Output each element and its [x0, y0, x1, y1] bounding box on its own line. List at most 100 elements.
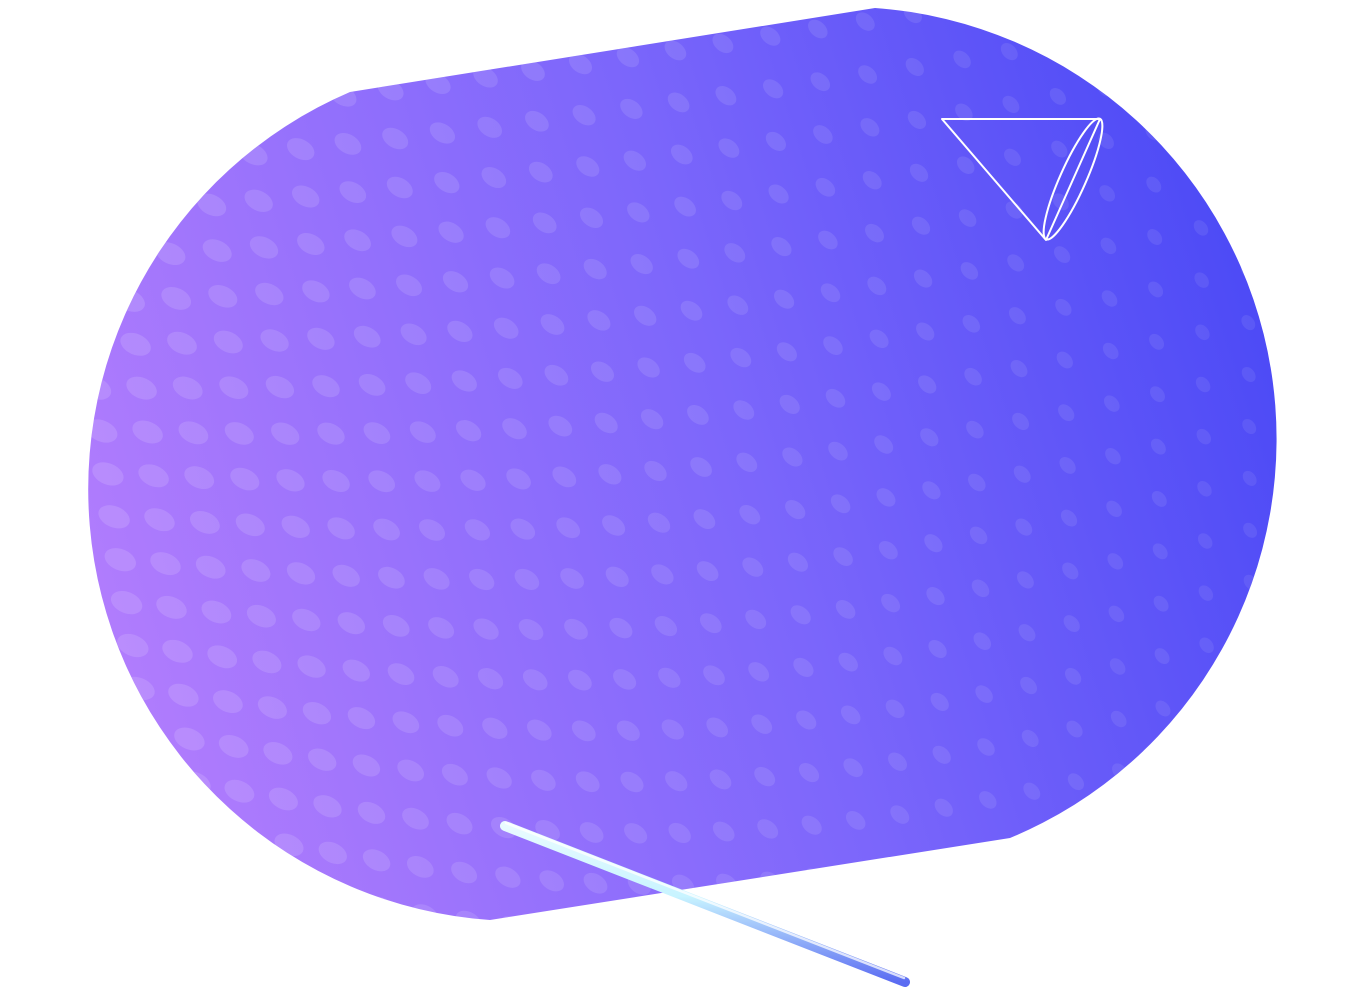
- texture-dot: [745, 609, 767, 630]
- texture-dot: [1245, 834, 1260, 850]
- texture-dot: [1107, 553, 1124, 570]
- texture-dot: [373, 518, 400, 541]
- texture-dot: [785, 500, 806, 520]
- texture-dot: [486, 767, 512, 789]
- texture-dot: [825, 388, 846, 408]
- texture-dot: [1020, 676, 1038, 695]
- texture-dot: [1070, 878, 1087, 896]
- texture-dot: [1194, 272, 1209, 288]
- texture-dot: [271, 8, 300, 18]
- texture-dot: [806, 970, 834, 997]
- texture-dot: [1331, 602, 1349, 621]
- texture-dot: [1191, 63, 1207, 80]
- texture-dot: [162, 639, 193, 663]
- texture-dot: [613, 8, 636, 16]
- texture-dot: [693, 509, 716, 530]
- texture-dot: [200, 942, 238, 974]
- texture-dot: [1245, 730, 1259, 746]
- texture-dot: [291, 185, 320, 208]
- texture-dot: [1198, 585, 1214, 601]
- texture-dot: [337, 612, 366, 635]
- texture-dot: [930, 692, 949, 711]
- texture-dot: [287, 966, 324, 998]
- texture-dot: [514, 568, 540, 590]
- texture-dot: [88, 25, 110, 49]
- texture-dot: [352, 754, 381, 777]
- texture-dot: [168, 683, 199, 707]
- texture-dot: [1284, 251, 1303, 271]
- texture-dot: [473, 618, 499, 640]
- texture-dot: [739, 504, 761, 525]
- texture-dot: [482, 717, 508, 739]
- texture-dot: [372, 29, 400, 52]
- texture-dot: [1285, 355, 1304, 375]
- texture-dot: [1331, 499, 1349, 518]
- texture-dot: [391, 225, 418, 248]
- texture-dot: [276, 469, 305, 492]
- texture-dot: [1331, 190, 1349, 209]
- texture-dot: [365, 0, 399, 7]
- texture-dot: [1070, 981, 1093, 1001]
- texture-dot: [883, 646, 903, 666]
- texture-dot: [219, 376, 249, 400]
- texture-dot: [0, 290, 10, 322]
- texture-dot: [1287, 871, 1306, 891]
- texture-dot: [851, 916, 871, 920]
- texture-dot: [1287, 716, 1306, 736]
- texture-dot: [1239, 159, 1254, 175]
- texture-dot: [429, 122, 456, 144]
- texture-dot: [1243, 522, 1258, 538]
- texture-dot: [342, 659, 371, 682]
- texture-dot: [0, 162, 37, 194]
- texture-dot: [909, 163, 929, 182]
- texture-dot: [180, 56, 210, 80]
- texture-dot: [24, 617, 63, 649]
- texture-dot: [644, 460, 667, 482]
- texture-dot: [1004, 148, 1021, 166]
- texture-dot: [257, 696, 287, 719]
- texture-dot: [347, 707, 376, 730]
- texture-dot: [1285, 458, 1304, 478]
- texture-dot: [651, 564, 674, 585]
- texture-dot: [620, 98, 643, 119]
- texture-dot: [353, 325, 381, 348]
- texture-dot: [108, 245, 139, 268]
- texture-dot: [201, 600, 232, 624]
- texture-dot: [594, 412, 618, 434]
- texture-dot: [88, 585, 98, 610]
- texture-dot: [228, 49, 258, 73]
- texture-dot: [865, 223, 884, 243]
- texture-dot: [1331, 756, 1349, 775]
- texture-dot: [320, 8, 347, 11]
- texture-dot: [135, 762, 168, 786]
- texture-dot: [1202, 898, 1218, 914]
- texture-dot: [409, 421, 436, 443]
- texture-dot: [132, 420, 163, 444]
- texture-dot: [1238, 8, 1253, 19]
- texture-dot: [235, 513, 265, 537]
- texture-dot: [414, 470, 441, 492]
- texture-dot: [1245, 782, 1260, 798]
- texture-dot: [447, 320, 473, 343]
- texture-dot: [1067, 773, 1085, 791]
- texture-dot: [630, 254, 653, 275]
- texture-dot: [968, 473, 986, 492]
- texture-dot: [522, 669, 548, 691]
- texture-dot: [672, 922, 702, 950]
- texture-dot: [1150, 438, 1166, 455]
- texture-dot: [928, 639, 947, 659]
- texture-dot: [1113, 971, 1135, 994]
- texture-dot: [400, 323, 427, 346]
- texture-dot: [699, 613, 722, 634]
- texture-dot: [1241, 315, 1256, 331]
- texture-dot: [1007, 254, 1025, 272]
- texture-dot: [1153, 595, 1169, 612]
- texture-dot: [308, 748, 337, 771]
- texture-dot: [712, 33, 734, 54]
- texture-dot: [178, 421, 209, 445]
- texture-dot: [602, 515, 626, 536]
- texture-dot: [706, 0, 734, 5]
- texture-dot: [1331, 910, 1349, 929]
- texture-dot: [911, 216, 931, 235]
